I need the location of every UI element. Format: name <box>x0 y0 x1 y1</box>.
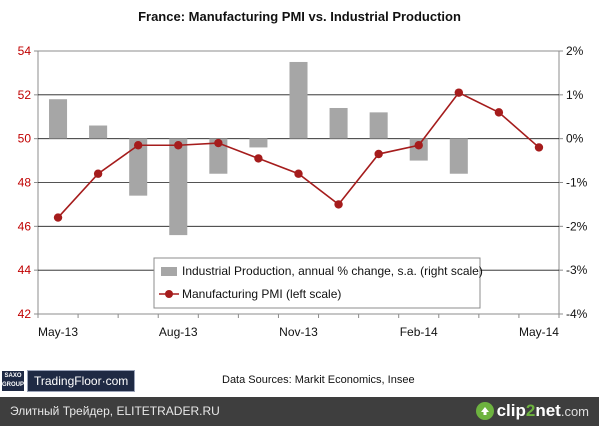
pmi-point <box>133 141 143 150</box>
left-axis-label: 46 <box>18 219 32 233</box>
production-bar <box>209 138 228 174</box>
legend-pmi-label: Manufacturing PMI (left scale) <box>182 287 341 301</box>
legend-point-swatch <box>165 290 173 298</box>
pmi-point <box>214 138 223 148</box>
production-bar <box>89 125 108 139</box>
production-bar <box>329 107 348 139</box>
clip-word: clip <box>496 401 526 420</box>
clip2net-logo: clip 2 net .com <box>475 401 589 421</box>
net-word: net <box>535 401 561 420</box>
left-axis-label: 50 <box>18 132 32 146</box>
elitetrader-text: Элитный Трейдер, ELITETRADER.RU <box>10 404 220 418</box>
x-axis-label: Aug-13 <box>159 325 198 339</box>
right-axis-label: -3% <box>566 263 588 277</box>
right-axis-label: 0% <box>566 132 584 146</box>
production-bar <box>49 99 68 139</box>
two-word: 2 <box>525 401 536 420</box>
pmi-point <box>494 108 504 117</box>
left-axis-label: 42 <box>18 307 32 321</box>
x-axis-label: May-13 <box>38 325 78 339</box>
saxo-group-logo: SAXO GROUP <box>2 371 24 391</box>
right-axis-label: -1% <box>566 176 588 190</box>
right-axis-label: -4% <box>566 307 588 321</box>
x-axis-label: Nov-13 <box>279 325 318 339</box>
left-axis-label: 48 <box>18 176 32 190</box>
pmi-point <box>534 143 544 152</box>
right-axis-label: -2% <box>566 219 588 233</box>
legend-box <box>153 257 481 309</box>
left-axis-label: 44 <box>18 263 32 277</box>
production-bar <box>449 138 468 174</box>
chart: 42 44 46 48 50 52 54 -4% -3% -2% -1% 0% 1% 2% May-13 Au… <box>18 44 588 339</box>
saxo-label: SAXO <box>4 373 22 379</box>
group-label: GROUP <box>2 382 25 388</box>
production-bar <box>129 138 148 196</box>
tradingfloor-logo: SAXO GROUP TradingFloor·com <box>2 370 136 392</box>
dotcom-word: .com <box>560 403 589 419</box>
pmi-point <box>53 213 63 222</box>
production-bar <box>409 138 428 161</box>
tradingfloor-label: TradingFloor·com <box>27 370 136 392</box>
arrow-up-icon <box>475 402 494 420</box>
pmi-point <box>294 169 303 178</box>
pmi-point <box>374 149 383 159</box>
left-axis-label: 54 <box>18 44 32 58</box>
legend-bar-swatch <box>161 267 177 276</box>
production-bar <box>249 138 268 148</box>
chart-title: France: Manufacturing PMI vs. Industrial… <box>138 9 461 24</box>
right-axis-label: 1% <box>566 88 584 102</box>
pmi-point <box>454 88 464 97</box>
x-axis-label: May-14 <box>519 325 559 339</box>
production-bar <box>169 138 188 236</box>
data-source-note: Data Sources: Markit Economics, Insee <box>222 374 415 386</box>
watermark-bar: Элитный Трейдер, ELITETRADER.RU clip 2 n… <box>0 397 599 426</box>
pmi-point <box>254 154 263 163</box>
legend-production-label: Industrial Production, annual % change, … <box>182 264 483 278</box>
production-bar <box>369 112 388 139</box>
x-axis-label: Feb-14 <box>400 325 438 339</box>
pmi-point <box>334 200 343 209</box>
pmi-point <box>174 141 183 150</box>
production-bar <box>289 61 308 139</box>
right-axis-label: 2% <box>566 44 584 58</box>
pmi-point <box>93 169 103 178</box>
left-axis-label: 52 <box>18 88 32 102</box>
pmi-point <box>414 141 423 150</box>
